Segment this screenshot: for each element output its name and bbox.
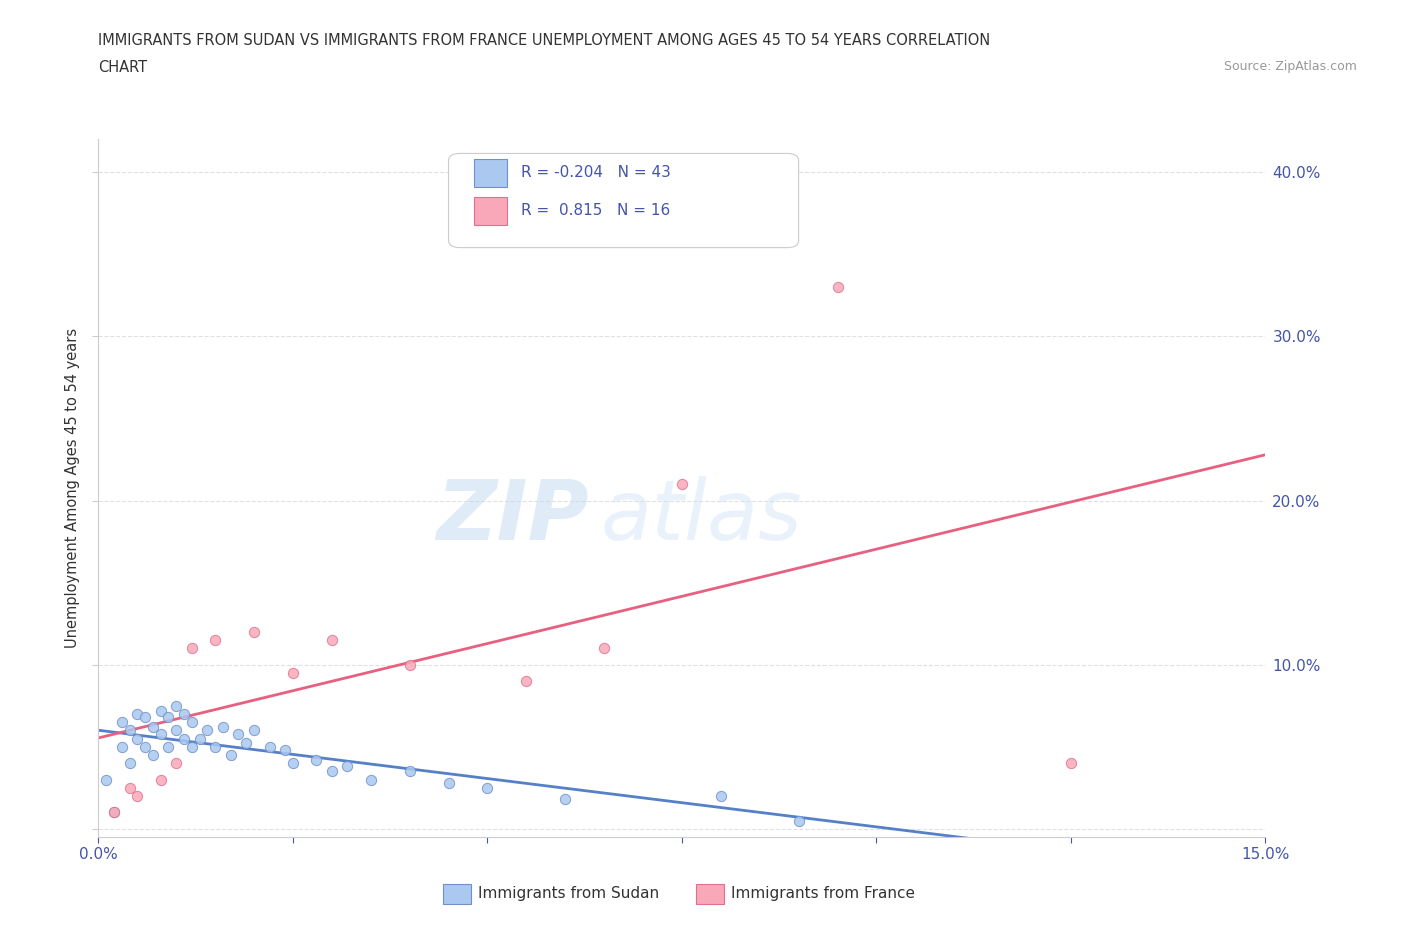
Point <box>96 772 118 787</box>
Text: IMMIGRANTS FROM SUDAN VS IMMIGRANTS FROM FRANCE UNEMPLOYMENT AMONG AGES 45 TO 54: IMMIGRANTS FROM SUDAN VS IMMIGRANTS FROM… <box>98 33 991 47</box>
Point <box>134 739 156 754</box>
Point <box>787 813 810 828</box>
Text: ZIP: ZIP <box>436 475 589 557</box>
Point <box>127 707 149 722</box>
Point <box>127 731 149 746</box>
Text: R = -0.204   N = 43: R = -0.204 N = 43 <box>520 166 671 180</box>
Point <box>281 756 304 771</box>
Text: atlas: atlas <box>600 475 801 557</box>
Point <box>180 714 202 729</box>
Point <box>157 710 180 724</box>
Text: R =  0.815   N = 16: R = 0.815 N = 16 <box>520 203 671 219</box>
Point <box>188 731 211 746</box>
Point <box>398 764 420 778</box>
Point <box>173 707 195 722</box>
Point <box>180 739 202 754</box>
Point <box>671 477 693 492</box>
Point <box>149 726 172 741</box>
Point <box>398 658 420 672</box>
Point <box>593 641 616 656</box>
Point <box>281 666 304 681</box>
Point <box>127 789 149 804</box>
Point <box>219 748 242 763</box>
Point <box>173 731 195 746</box>
Text: Immigrants from France: Immigrants from France <box>731 886 915 901</box>
Point <box>827 280 849 295</box>
Point <box>212 720 235 735</box>
Point <box>118 723 141 737</box>
Point <box>204 739 226 754</box>
Point <box>118 780 141 795</box>
Y-axis label: Unemployment Among Ages 45 to 54 years: Unemployment Among Ages 45 to 54 years <box>65 328 80 648</box>
Point <box>321 632 343 647</box>
Point <box>360 772 382 787</box>
Point <box>305 752 328 767</box>
Point <box>259 739 281 754</box>
Point <box>321 764 343 778</box>
FancyBboxPatch shape <box>474 197 508 225</box>
Point <box>157 739 180 754</box>
Point <box>118 756 141 771</box>
Point <box>235 736 257 751</box>
Point <box>204 632 226 647</box>
Point <box>710 789 733 804</box>
Point <box>243 624 266 639</box>
Point <box>103 805 125 820</box>
Point <box>554 791 576 806</box>
Point <box>515 673 537 688</box>
Point <box>477 780 499 795</box>
Point <box>437 776 460 790</box>
Point <box>165 698 187 713</box>
Text: Source: ZipAtlas.com: Source: ZipAtlas.com <box>1223 60 1357 73</box>
Point <box>336 759 359 774</box>
Point <box>142 748 165 763</box>
Point <box>1060 756 1083 771</box>
Text: Immigrants from Sudan: Immigrants from Sudan <box>478 886 659 901</box>
Point <box>228 726 250 741</box>
Point <box>142 720 165 735</box>
FancyBboxPatch shape <box>449 153 799 247</box>
Point <box>243 723 266 737</box>
Point <box>195 723 218 737</box>
Point <box>165 756 187 771</box>
Point <box>134 710 156 724</box>
Point <box>274 742 297 757</box>
Point <box>111 739 134 754</box>
Text: CHART: CHART <box>98 60 148 75</box>
Point <box>180 641 202 656</box>
Point <box>103 805 125 820</box>
FancyBboxPatch shape <box>474 159 508 187</box>
Point <box>149 772 172 787</box>
Point <box>111 714 134 729</box>
Point <box>149 703 172 718</box>
Point <box>165 723 187 737</box>
